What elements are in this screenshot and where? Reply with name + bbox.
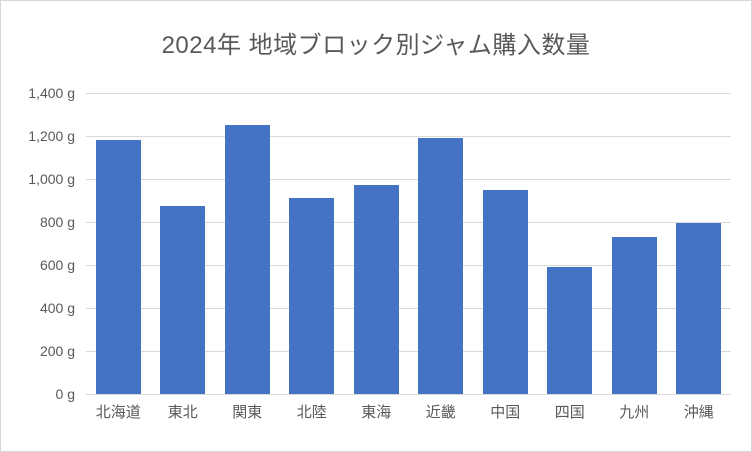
gridline xyxy=(86,351,731,353)
y-axis-tick-label: 800 g xyxy=(39,214,75,230)
bar xyxy=(418,138,464,394)
chart-title: 2024年 地域ブロック別ジャム購入数量 xyxy=(161,32,591,59)
y-axis-tick-label: 400 g xyxy=(39,300,75,316)
x-axis-category-label: 九州 xyxy=(619,404,650,421)
x-axis-category-label: 北海道 xyxy=(95,404,141,421)
bar-slot xyxy=(602,93,667,394)
bar-slot xyxy=(344,93,409,394)
bar xyxy=(676,223,722,394)
x-axis-line xyxy=(86,394,731,395)
bars-row xyxy=(86,93,731,394)
bar-slot xyxy=(409,93,474,394)
bar-slot xyxy=(667,93,732,394)
bar-slot xyxy=(151,93,216,394)
y-axis-tick-label: 1,000 g xyxy=(28,171,75,187)
y-axis-tick-label: 600 g xyxy=(39,257,75,273)
bar xyxy=(224,125,270,394)
gridline xyxy=(86,308,731,310)
bar-slot xyxy=(538,93,603,394)
x-axis-category-label: 北陸 xyxy=(296,404,327,421)
bar xyxy=(547,267,593,394)
gridline xyxy=(86,136,731,137)
gridline xyxy=(86,93,731,94)
bar-slot xyxy=(215,93,280,394)
x-axis-category-label: 中国 xyxy=(490,404,521,421)
x-axis-category-label: 東海 xyxy=(361,404,392,421)
bar xyxy=(160,205,206,394)
x-axis-labels: 北海道 東北 関東 北陸 東海 近畿 中国 四国 九州 沖縄 xyxy=(86,400,731,426)
gridline xyxy=(86,179,731,180)
y-axis-tick-label: 1,400 g xyxy=(28,85,75,101)
x-axis-category-label: 関東 xyxy=(232,404,263,421)
x-axis-category-label: 近畿 xyxy=(425,404,456,421)
plot-area xyxy=(86,93,731,395)
y-axis: 0 g 200 g 400 g 600 g 800 g 1,000 g 1,200 g 1,4… xyxy=(1,86,75,401)
y-axis-tick-label: 1,200 g xyxy=(28,128,75,144)
bar xyxy=(482,189,528,394)
bar xyxy=(353,185,399,394)
gridline xyxy=(86,265,731,266)
bar-slot xyxy=(86,93,151,394)
y-axis-tick-label: 200 g xyxy=(39,343,75,359)
bar-slot xyxy=(473,93,538,394)
bar xyxy=(611,237,657,394)
gridline xyxy=(86,222,731,224)
bar xyxy=(95,140,141,394)
x-axis-category-label: 沖縄 xyxy=(683,404,714,421)
bar xyxy=(289,198,335,394)
x-axis-category-label: 四国 xyxy=(554,404,585,421)
bar-slot xyxy=(280,93,345,394)
x-axis-category-label: 東北 xyxy=(167,404,198,421)
y-axis-tick-label: 0 g xyxy=(55,386,75,402)
